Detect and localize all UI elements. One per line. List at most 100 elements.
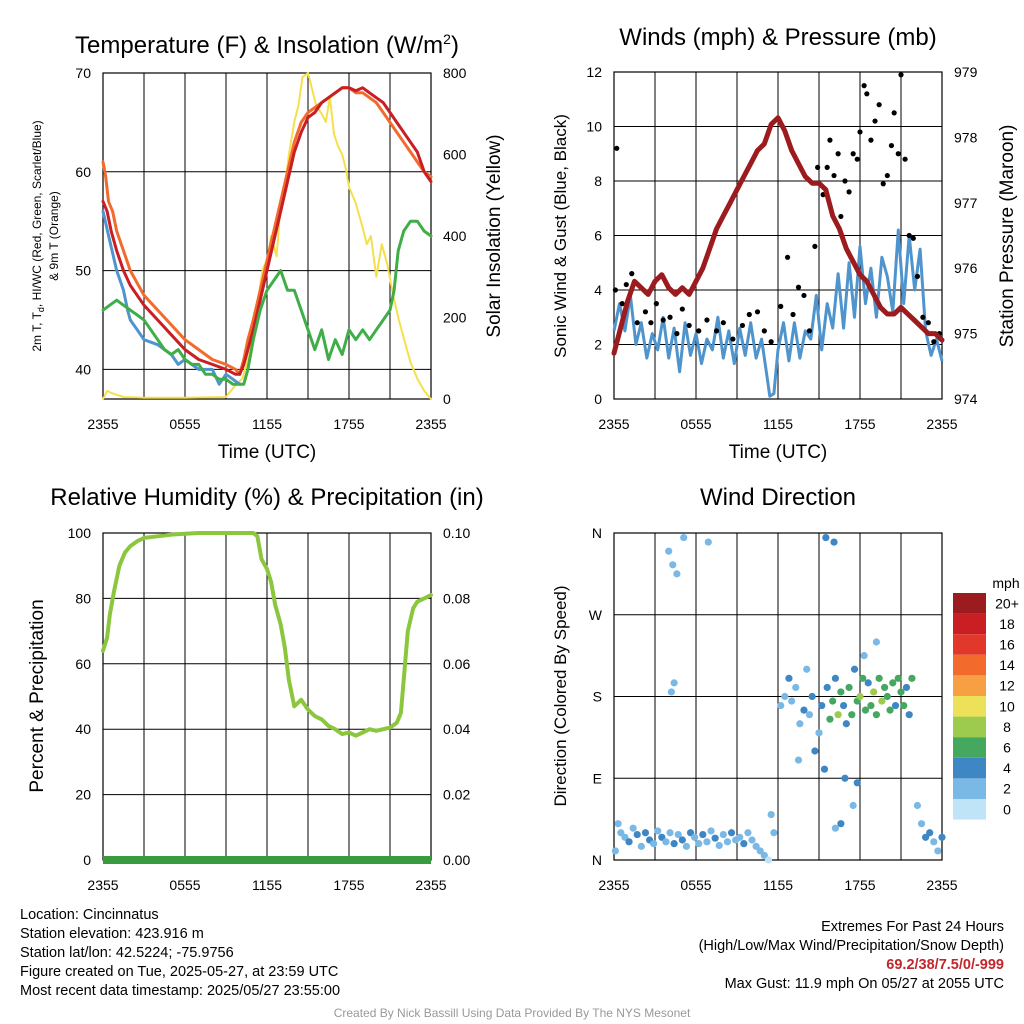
dir-point — [934, 847, 942, 855]
dir-point — [637, 842, 645, 850]
winds-gust-point — [713, 328, 720, 334]
winds-gust-point — [861, 83, 867, 89]
temp-y-label-line2: , HI/WC (Red, Green, Scarlet/Blue) — [30, 120, 44, 307]
figure-created: Figure created on Tue, 2025-05-27, at 23… — [20, 964, 339, 980]
dir-point — [908, 674, 916, 682]
winds-sonic-series — [612, 228, 944, 398]
winds-gust-point — [667, 314, 673, 320]
dir-point — [670, 840, 678, 848]
winds-y-tick-label: 0 — [594, 391, 602, 407]
dir-point — [872, 711, 881, 719]
temp-y-tick-label: 50 — [75, 263, 91, 279]
legend-swatch — [953, 593, 986, 614]
dir-point — [818, 701, 826, 710]
dir-point — [794, 756, 803, 764]
recent-timestamp: Most recent data timestamp: 2025/05/27 2… — [20, 983, 341, 999]
dir-point — [830, 538, 838, 546]
winds-gust-point — [704, 317, 710, 323]
dir-point — [704, 538, 712, 546]
dir-point — [727, 829, 736, 837]
winds-gust-point — [768, 339, 774, 345]
winds-gust-point — [634, 320, 640, 326]
dir-point — [826, 715, 834, 723]
winds-gust-point — [619, 301, 625, 307]
winds-gust-point — [880, 181, 886, 187]
winds-gust-point — [931, 339, 937, 345]
dir-point — [848, 711, 856, 719]
dir-point — [917, 820, 926, 828]
temp-title-sup: 2 — [443, 31, 451, 47]
winds-gust-point — [679, 306, 685, 312]
rh-y2-tick-label: 0.08 — [443, 590, 470, 606]
dir-point — [800, 706, 808, 714]
dir-point — [674, 830, 682, 839]
dir-x-tick-label: 2355 — [926, 877, 957, 893]
dir-y-tick-label: N — [592, 525, 602, 541]
temp-title-close: ) — [451, 32, 459, 59]
temp-y-label: 2m T, Td, HI/WC (Red, Green, Scarlet/Blu… — [30, 120, 46, 351]
dir-point — [837, 820, 845, 828]
winds-gust-point — [914, 273, 921, 279]
winds-gust-point — [846, 189, 852, 195]
dir-point — [822, 533, 830, 542]
winds-gust-point — [806, 328, 813, 334]
station-info: Location: Cincinnatus Station elevation:… — [20, 906, 340, 1001]
dir-point — [938, 833, 946, 841]
dir-x-tick-label: 2355 — [598, 877, 629, 893]
temp-series-insolation — [102, 72, 432, 400]
dir-point — [878, 697, 886, 705]
dir-point — [764, 856, 773, 864]
legend-label: 14 — [999, 657, 1015, 673]
rh-x-tick-label: 1755 — [333, 877, 364, 893]
winds-y-tick-label: 2 — [594, 337, 602, 353]
humidity-panel: 2355 0555 1155 1755 2355 0 20 40 60 80 100 0.00 0.02… — [27, 484, 484, 893]
dir-point — [719, 830, 727, 839]
dir-point — [662, 838, 670, 846]
winds-gust-point — [854, 156, 860, 162]
legend-swatch — [953, 654, 986, 676]
rh-y-tick-label: 80 — [75, 590, 91, 606]
rh-y2-tick-label: 0.04 — [443, 721, 470, 737]
extremes-values: 69.2/38/7.5/0/-999 — [886, 957, 1004, 973]
dir-point — [829, 697, 837, 705]
dir-point — [691, 833, 699, 841]
dir-point — [889, 679, 897, 687]
station-latlon: Station lat/lon: 42.5224; -75.9756 — [20, 945, 234, 961]
dir-point — [715, 841, 723, 850]
dir-x-tick-label: 1755 — [844, 877, 875, 893]
legend-label: 10 — [999, 698, 1015, 714]
dir-point — [748, 836, 756, 844]
winds-y2-tick-label: 978 — [954, 129, 978, 145]
dir-point — [740, 840, 748, 848]
dir-point — [831, 674, 840, 682]
winds-gust-point — [835, 151, 841, 157]
winds-gust-point — [784, 254, 791, 260]
winds-x-tick-label: 1755 — [844, 416, 875, 432]
rh-y-tick-label: 100 — [68, 525, 92, 541]
winds-y2-label: Station Pressure (Maroon) — [997, 125, 1018, 348]
dir-y-label: Direction (Colored By Speed) — [551, 585, 570, 806]
winds-gust-point — [629, 271, 635, 277]
dir-y-tick-label: S — [593, 689, 602, 705]
legend-swatch — [953, 737, 986, 758]
temp-y-tick-label: 70 — [75, 65, 91, 81]
winds-gust-point — [895, 151, 901, 157]
winds-gust-point — [795, 284, 802, 290]
temp-x-tick-label: 1755 — [333, 416, 364, 432]
winds-x-tick-label: 0555 — [680, 416, 711, 432]
dir-point — [905, 711, 913, 719]
winds-pressure-series — [611, 115, 945, 356]
dir-point — [792, 683, 800, 692]
dir-point — [860, 652, 868, 660]
winds-gust-point — [754, 309, 761, 315]
dir-point — [669, 561, 677, 569]
dir-point — [815, 729, 823, 737]
extremes-info: Extremes For Past 24 Hours (High/Low/Max… — [699, 918, 1004, 994]
winds-gust-point — [720, 320, 726, 326]
dir-point — [781, 692, 789, 701]
legend-swatch — [953, 757, 986, 779]
winds-gust-point — [864, 91, 870, 97]
station-elevation: Station elevation: 423.916 m — [20, 926, 204, 942]
winds-gust-point — [898, 72, 904, 78]
direction-panel: 2355 0555 1155 1755 2355 N E S W N Wind Direction D… — [551, 484, 1020, 893]
